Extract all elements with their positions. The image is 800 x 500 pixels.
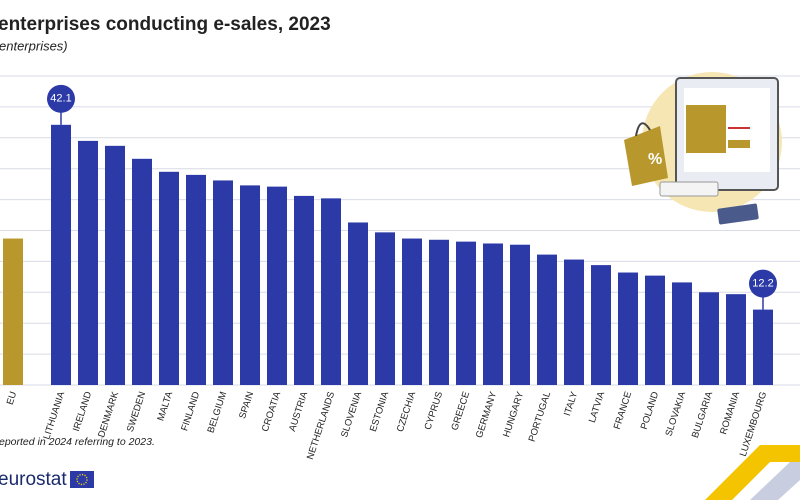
eu-flag	[70, 471, 94, 488]
x-tick-label: FRANCE	[612, 390, 635, 431]
x-tick-label: CYPRUS	[423, 390, 446, 431]
x-tick-label: FINLAND	[179, 390, 202, 432]
x-tick-label: AUSTRIA	[287, 390, 310, 433]
x-tick-label: IRELAND	[71, 390, 94, 433]
x-tick-label: NETHERLANDS	[305, 390, 337, 461]
bar	[213, 180, 233, 385]
x-tick-label: ESTONIA	[368, 390, 392, 434]
bar	[564, 259, 584, 385]
x-tick-label: MALTA	[155, 390, 175, 423]
bar	[699, 292, 719, 385]
x-tick-label: DENMARK	[96, 390, 121, 439]
bar	[132, 158, 152, 385]
x-tick-label: CZECHIA	[395, 390, 419, 434]
bar	[510, 244, 530, 385]
x-tick-label: POLAND	[639, 390, 662, 431]
bar	[3, 238, 23, 385]
x-tick-label: PORTUGAL	[527, 390, 554, 443]
x-tick-label: BELGIUM	[206, 390, 230, 434]
bar	[456, 241, 476, 385]
x-tick-label: BULGARIA	[690, 390, 716, 440]
eu-stars	[76, 473, 88, 486]
x-tick-label: GREECE	[449, 390, 472, 432]
bar	[78, 140, 98, 385]
bar	[105, 145, 125, 385]
bar	[591, 265, 611, 385]
callout-bubble	[47, 84, 75, 113]
value-label: 42.1	[50, 93, 71, 105]
x-tick-label: SLOVAKIA	[663, 390, 688, 438]
bar	[753, 309, 773, 385]
chart-subtitle: enterprises)	[0, 38, 68, 53]
bar	[645, 275, 665, 385]
bar	[348, 222, 368, 385]
value-label: 12.2	[752, 278, 773, 290]
x-tick-label: SPAIN	[237, 390, 256, 420]
x-tick-label: ROMANIA	[718, 390, 742, 436]
bar	[726, 294, 746, 385]
bar	[429, 239, 449, 385]
x-tick-label: ITALY	[562, 390, 580, 418]
x-tick-label: GERMANY	[474, 390, 500, 440]
bar	[618, 272, 638, 385]
footnote: eported in 2024 referring to 2023.	[0, 436, 155, 448]
bar	[375, 232, 395, 385]
bar	[186, 174, 206, 385]
svg-text:%: %	[648, 151, 662, 168]
logo-text: eurostat	[0, 469, 67, 490]
x-tick-label: SWEDEN	[125, 390, 148, 433]
bar	[159, 171, 179, 385]
x-tick-label: EU	[5, 390, 20, 406]
chart-title: enterprises conducting e-sales, 2023	[0, 14, 331, 35]
bar	[240, 185, 260, 385]
x-tick-label: SLOVENIA	[339, 390, 364, 439]
decoration	[705, 445, 800, 500]
callout-bubble	[749, 269, 777, 298]
x-tick-label: CROATIA	[260, 390, 283, 434]
bar	[672, 282, 692, 385]
bar	[51, 124, 71, 386]
bar	[483, 243, 503, 385]
bar	[267, 186, 287, 385]
bar	[402, 238, 422, 385]
bar	[321, 198, 341, 385]
x-tick-label: LATVIA	[587, 390, 608, 424]
x-tick-label: LITHUANIA	[41, 390, 67, 441]
illustration: %	[624, 72, 782, 225]
x-tick-label: HUNGARY	[501, 390, 526, 439]
bar	[294, 195, 314, 385]
bar	[537, 254, 557, 385]
